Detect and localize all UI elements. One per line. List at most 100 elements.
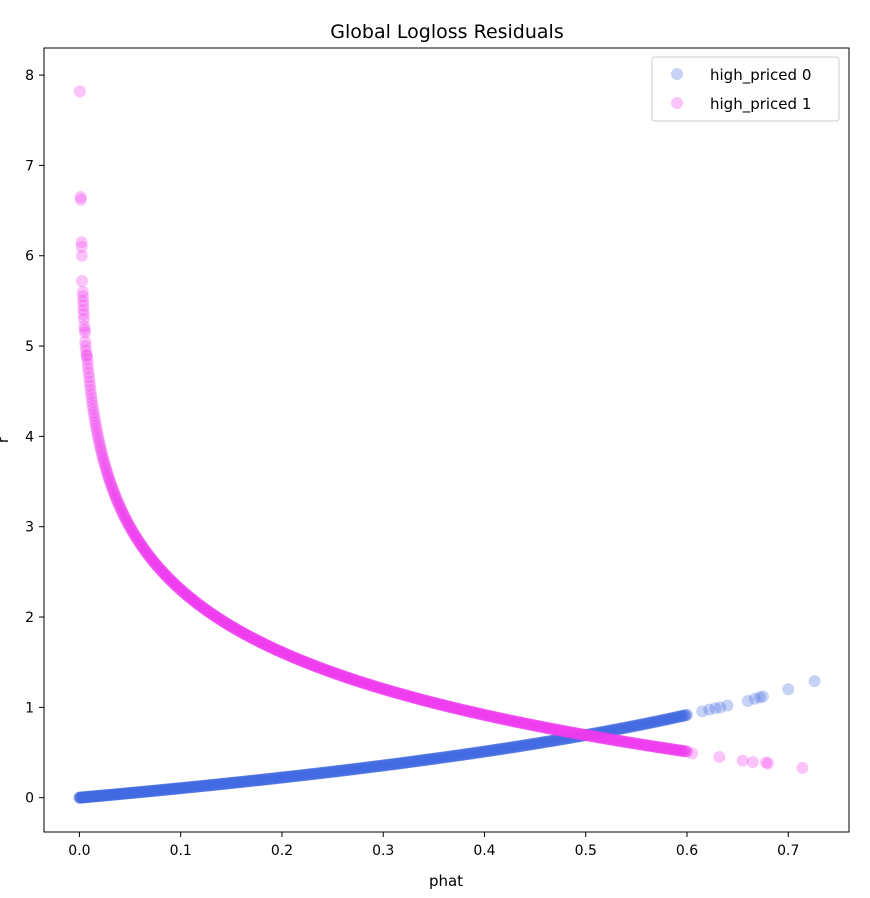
legend-label-high-priced-0: high_priced 0 <box>710 66 811 85</box>
point-high-priced-0 <box>644 716 657 729</box>
point-high-priced-1 <box>212 612 225 625</box>
point-high-priced-1 <box>147 555 160 568</box>
point-high-priced-1 <box>644 739 657 752</box>
point-high-priced-1 <box>270 643 283 656</box>
point-high-priced-1 <box>640 739 653 752</box>
point-high-priced-0 <box>440 750 453 763</box>
point-high-priced-0 <box>349 762 362 775</box>
point-high-priced-1 <box>507 715 520 728</box>
point-high-priced-0 <box>233 776 246 789</box>
point-high-priced-1 <box>635 738 648 751</box>
point-high-priced-0 <box>278 771 291 784</box>
point-high-priced-1 <box>668 743 681 756</box>
point-high-priced-1 <box>495 712 508 725</box>
point-high-priced-0 <box>357 761 370 774</box>
point-high-priced-0 <box>721 699 734 712</box>
point-high-priced-0 <box>126 786 139 799</box>
point-high-priced-1 <box>280 648 293 661</box>
point-high-priced-0 <box>563 731 576 744</box>
point-high-priced-0 <box>664 712 677 725</box>
point-high-priced-0 <box>233 776 246 789</box>
point-high-priced-1 <box>124 522 137 535</box>
point-high-priced-1 <box>319 663 332 676</box>
point-high-priced-0 <box>415 754 428 767</box>
point-high-priced-1 <box>239 628 252 641</box>
point-high-priced-0 <box>206 778 219 791</box>
point-high-priced-0 <box>157 783 170 796</box>
point-high-priced-0 <box>154 784 167 797</box>
point-high-priced-1 <box>224 619 237 632</box>
point-high-priced-1 <box>281 648 294 661</box>
point-high-priced-0 <box>110 788 123 801</box>
point-high-priced-1 <box>233 625 246 638</box>
point-high-priced-1 <box>243 630 256 643</box>
point-high-priced-1 <box>166 575 179 588</box>
point-high-priced-1 <box>179 588 192 601</box>
point-high-priced-1 <box>109 491 122 504</box>
point-high-priced-0 <box>97 789 110 802</box>
point-high-priced-0 <box>298 768 311 781</box>
point-high-priced-1 <box>565 726 578 739</box>
point-high-priced-1 <box>625 736 638 749</box>
point-high-priced-0 <box>151 784 164 797</box>
point-high-priced-0 <box>594 726 607 739</box>
point-high-priced-0 <box>659 713 672 726</box>
point-high-priced-0 <box>389 757 402 770</box>
point-high-priced-0 <box>647 716 660 729</box>
point-high-priced-0 <box>285 770 298 783</box>
point-high-priced-1 <box>295 654 308 667</box>
point-high-priced-1 <box>666 743 679 756</box>
point-high-priced-0 <box>364 761 377 774</box>
point-high-priced-1 <box>181 589 194 602</box>
point-high-priced-1 <box>342 671 355 684</box>
point-high-priced-1 <box>247 632 260 645</box>
point-high-priced-1 <box>413 693 426 706</box>
point-high-priced-1 <box>421 695 434 708</box>
point-high-priced-0 <box>550 734 563 747</box>
point-high-priced-1 <box>420 695 433 708</box>
x-tick-label: 0.2 <box>271 843 293 859</box>
point-high-priced-1 <box>113 500 126 513</box>
point-high-priced-1 <box>574 728 587 741</box>
point-high-priced-1 <box>619 735 632 748</box>
point-high-priced-1 <box>131 534 144 547</box>
point-high-priced-1 <box>582 729 595 742</box>
point-high-priced-0 <box>517 739 530 752</box>
point-high-priced-1 <box>510 715 523 728</box>
point-high-priced-1 <box>485 710 498 723</box>
point-high-priced-1 <box>362 678 375 691</box>
point-high-priced-1 <box>150 558 163 571</box>
point-high-priced-0 <box>317 766 330 779</box>
point-high-priced-1 <box>581 729 594 742</box>
point-high-priced-1 <box>504 714 517 727</box>
point-high-priced-0 <box>221 777 234 790</box>
point-high-priced-0 <box>99 789 112 802</box>
point-high-priced-0 <box>127 786 140 799</box>
point-high-priced-0 <box>258 773 271 786</box>
point-high-priced-1 <box>153 563 166 575</box>
point-high-priced-1 <box>610 734 623 747</box>
point-high-priced-1 <box>483 710 496 723</box>
point-high-priced-0 <box>648 715 661 728</box>
point-high-priced-1 <box>558 725 571 738</box>
point-high-priced-1 <box>396 688 409 701</box>
point-high-priced-1 <box>528 719 541 732</box>
point-high-priced-1 <box>671 744 684 757</box>
legend-label-high-priced-1: high_priced 1 <box>710 95 811 114</box>
point-high-priced-0 <box>319 766 332 779</box>
point-high-priced-1 <box>229 622 242 635</box>
point-high-priced-1 <box>127 527 140 540</box>
point-high-priced-1 <box>247 632 260 645</box>
point-high-priced-0 <box>380 759 393 772</box>
point-high-priced-1 <box>355 676 368 689</box>
point-high-priced-0 <box>634 718 647 731</box>
point-high-priced-0 <box>348 763 361 776</box>
point-high-priced-1 <box>680 745 693 758</box>
point-high-priced-1 <box>527 719 540 732</box>
point-high-priced-0 <box>77 791 90 804</box>
point-high-priced-0 <box>424 753 437 766</box>
point-high-priced-1 <box>401 689 414 702</box>
point-high-priced-0 <box>158 783 171 796</box>
point-high-priced-1 <box>348 674 361 687</box>
point-high-priced-1 <box>237 627 250 640</box>
